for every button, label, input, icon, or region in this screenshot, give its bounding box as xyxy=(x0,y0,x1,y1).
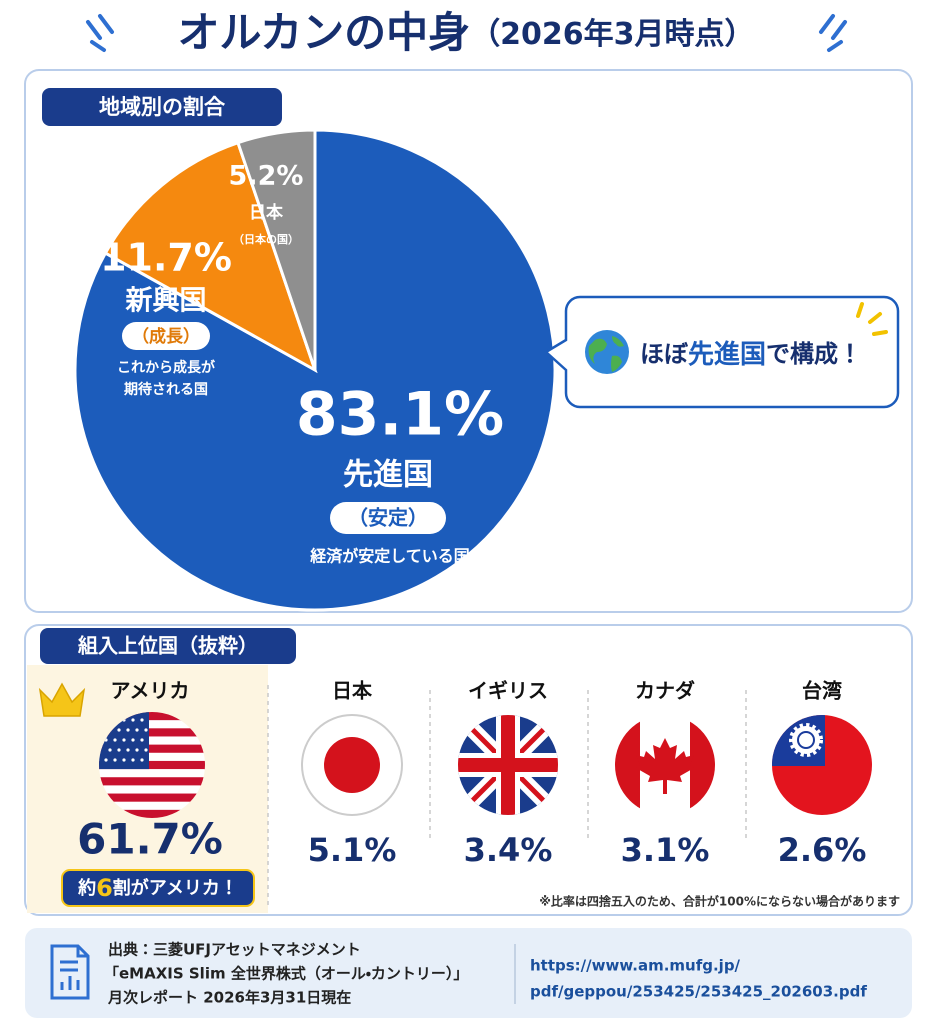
pie xyxy=(73,128,557,612)
star xyxy=(131,738,135,742)
star xyxy=(140,758,144,762)
country-share: 61.7% xyxy=(77,815,223,864)
note: ※比率は四捨五入のため、合計が100%にならない場合があります xyxy=(539,894,900,909)
region-tab xyxy=(42,88,282,126)
star xyxy=(113,738,117,742)
country-share: 3.1% xyxy=(621,831,710,869)
flag-us xyxy=(99,712,205,818)
star xyxy=(140,738,144,742)
country-share: 2.6% xyxy=(778,831,867,869)
stripe xyxy=(99,728,205,737)
star xyxy=(144,728,148,732)
pie-slice xyxy=(103,140,318,374)
stripe xyxy=(99,785,205,795)
star xyxy=(135,728,139,732)
callout-box xyxy=(543,295,900,409)
star xyxy=(131,718,135,722)
country-share: 5.1% xyxy=(308,831,397,869)
slice-desc: これから成長が xyxy=(117,359,216,376)
star xyxy=(113,758,117,762)
stripe xyxy=(99,801,205,811)
country-name: 台湾 xyxy=(802,679,842,703)
star xyxy=(131,758,135,762)
star xyxy=(117,728,121,732)
highlight-pill xyxy=(61,869,255,907)
stripe xyxy=(99,809,205,818)
flag-uk xyxy=(458,715,558,815)
country-name: 日本 xyxy=(332,679,373,703)
stripe xyxy=(99,712,205,721)
globe-icon xyxy=(585,330,629,374)
crown-icon xyxy=(38,682,86,717)
star xyxy=(135,748,139,752)
flag-jp xyxy=(301,714,403,816)
star xyxy=(104,758,108,762)
title-main: オルカンの中身 xyxy=(177,8,470,57)
stripe xyxy=(99,760,205,770)
star xyxy=(126,728,130,732)
stripe xyxy=(99,720,205,729)
slice-value: 11.7% xyxy=(100,236,232,280)
callout-part: で構成！ xyxy=(766,340,862,368)
country-share: 3.4% xyxy=(464,831,553,869)
star xyxy=(144,748,148,752)
star xyxy=(122,758,126,762)
slice-desc: 期待される国 xyxy=(124,381,208,398)
source-url[interactable]: pdf/geppou/253425/253425_202603.pdf xyxy=(530,983,867,1001)
highlight-em: 6 xyxy=(96,874,113,902)
title-decor xyxy=(86,14,847,52)
star xyxy=(117,748,121,752)
country-tab-label: 組入上位国（抜粋） xyxy=(77,634,258,658)
slice-desc: 経済が安定している国 xyxy=(309,547,470,566)
stripe xyxy=(99,793,205,803)
slice-value: 5.2% xyxy=(229,161,304,192)
title: オルカンの中身（2026年3月時点） xyxy=(177,8,754,57)
country-name: カナダ xyxy=(635,679,695,703)
report-icon xyxy=(50,944,90,1000)
slice-name: 先進国 xyxy=(343,458,433,493)
highlight-part: 約 xyxy=(77,877,96,899)
slice-tag: （成長） xyxy=(132,326,200,347)
country-name: アメリカ xyxy=(111,679,190,703)
stripe xyxy=(99,736,205,746)
stripe xyxy=(99,752,205,762)
flag-tw xyxy=(772,715,872,815)
source-line: 月次レポート 2026年3月31日現在 xyxy=(107,989,351,1007)
title-sub: （2026年3月時点） xyxy=(470,17,754,52)
country-tab xyxy=(40,628,296,664)
region-tab-label: 地域別の割合 xyxy=(99,95,226,119)
dividers xyxy=(267,685,747,905)
source-box xyxy=(25,928,912,1018)
slice-name: 新興国 xyxy=(125,286,207,317)
pie-slice xyxy=(236,128,317,371)
stripe xyxy=(99,744,205,754)
stripe xyxy=(99,769,205,778)
country-name: イギリス xyxy=(468,679,548,703)
sparkle xyxy=(856,302,888,336)
callout-text: ほぼ先進国で構成！ xyxy=(640,340,862,370)
source-line: 「eMAXIS Slim 全世界株式（オール・カントリー）」 xyxy=(104,965,468,983)
star xyxy=(126,748,130,752)
star xyxy=(108,748,112,752)
star xyxy=(140,718,144,722)
tag-pill xyxy=(330,502,446,534)
tag-pill xyxy=(122,322,210,350)
slice-tag: （日本の国） xyxy=(233,232,299,246)
slice-value: 83.1% xyxy=(296,380,504,450)
star xyxy=(122,738,126,742)
slice-tag: （安定） xyxy=(348,506,428,530)
callout-part: ほぼ xyxy=(640,340,689,368)
slice-name: 日本 xyxy=(249,202,284,223)
source-line: 出典：三菱UFJアセットマネジメント xyxy=(108,941,361,959)
source-url[interactable]: https://www.am.mufg.jp/ xyxy=(530,957,741,975)
callout-em: 先進国 xyxy=(688,340,766,370)
stripe xyxy=(99,777,205,786)
highlight-part: 割がアメリカ！ xyxy=(113,877,238,899)
highlight-text: 約6割がアメリカ！ xyxy=(77,874,238,902)
